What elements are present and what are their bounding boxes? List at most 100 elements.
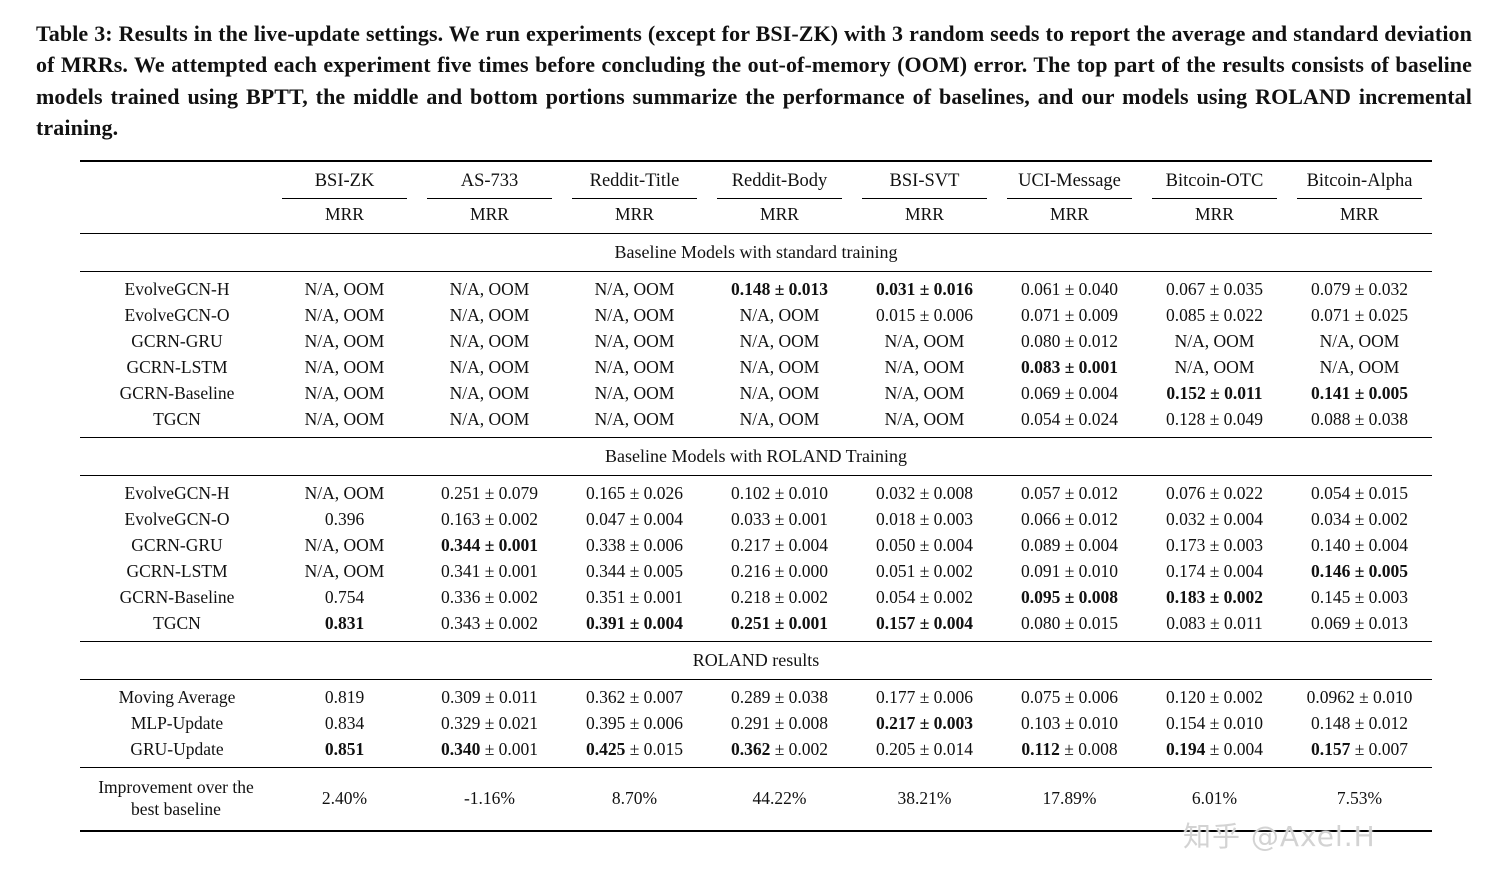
table-row: EvolveGCN-O 0.396 0.163 ± 0.002 0.047 ± 0.0… — [80, 506, 1432, 532]
table-cell: 0.173 ± 0.003 — [1165, 534, 1264, 555]
table-cell: N/A, OOM — [449, 356, 530, 377]
metric-cell-empty — [80, 198, 272, 234]
table-row: GCRN-Baseline 0.754 0.336 ± 0.002 0.351 ± 0… — [80, 584, 1432, 610]
table-cell: 0.069 ± 0.013 — [1310, 612, 1409, 633]
table-cell: 0.015 ± 0.006 — [875, 304, 974, 325]
table-cell: 0.157 ± 0.007 — [1310, 738, 1409, 759]
column-header: UCI-Message — [997, 161, 1142, 199]
metric-header: MRR — [272, 198, 417, 234]
table-cell: 0.344 ± 0.005 — [585, 560, 684, 581]
table-cell: 0.050 ± 0.004 — [875, 534, 974, 555]
table-cell: 0.079 ± 0.032 — [1310, 278, 1409, 299]
table-cell: 0.071 ± 0.009 — [1020, 304, 1119, 325]
row-label: Moving Average — [118, 686, 236, 707]
table-cell: N/A, OOM — [449, 278, 530, 299]
improvement-cell: 44.22% — [707, 766, 852, 831]
results-table: BSI-ZK AS-733 Reddit-Title Reddit-Body BSI-S… — [80, 159, 1432, 832]
table-cell: N/A, OOM — [1319, 356, 1400, 377]
table-cell: 0.089 ± 0.004 — [1020, 534, 1119, 555]
table-cell: 0.091 ± 0.010 — [1020, 560, 1119, 581]
table-row: GCRN-LSTM N/A, OOM N/A, OOM N/A, OOM N/A, OO… — [80, 354, 1432, 380]
table-cell: 0.309 ± 0.011 — [441, 686, 538, 707]
table-cell: N/A, OOM — [884, 382, 965, 403]
table-cell: N/A, OOM — [449, 408, 530, 429]
table-cell: 0.112 ± 0.008 — [1021, 738, 1118, 759]
table-cell: 0.831 — [324, 612, 365, 633]
column-header: BSI-ZK — [272, 161, 417, 199]
table-cell: 0.341 ± 0.001 — [440, 560, 539, 581]
table-cell: 0.141 ± 0.005 — [1310, 382, 1409, 403]
metric-header: MRR — [997, 198, 1142, 234]
column-header: Bitcoin-Alpha — [1287, 161, 1432, 199]
table-cell: 0.851 — [324, 738, 365, 759]
table-cell: 0.032 ± 0.008 — [875, 482, 974, 503]
improvement-label: Improvement over the best baseline — [80, 766, 272, 831]
column-rule — [572, 197, 697, 199]
row-label: EvolveGCN-O — [124, 508, 230, 529]
table-cell: 0.018 ± 0.003 — [875, 508, 974, 529]
table-cell: 0.251 ± 0.079 — [440, 482, 539, 503]
table-cell: 0.343 ± 0.002 — [440, 612, 539, 633]
table-cell: 0.329 ± 0.021 — [440, 712, 539, 733]
improvement-cell: 8.70% — [562, 766, 707, 831]
table-cell: 0.083 ± 0.011 — [1166, 612, 1263, 633]
table-cell: 0.834 — [324, 712, 365, 733]
table-cell: 0.128 ± 0.049 — [1165, 408, 1264, 429]
metric-header: MRR — [1287, 198, 1432, 234]
results-table-wrap: BSI-ZK AS-733 Reddit-Title Reddit-Body BSI-S… — [0, 159, 1510, 832]
row-label: GCRN-LSTM — [126, 356, 228, 377]
metric-header: MRR — [1142, 198, 1287, 234]
table-cell: 0.047 ± 0.004 — [585, 508, 684, 529]
table-cell: 0.075 ± 0.006 — [1020, 686, 1119, 707]
row-label: GRU-Update — [130, 738, 224, 759]
table-cell: 0.054 ± 0.002 — [875, 586, 974, 607]
table-cell: N/A, OOM — [304, 330, 385, 351]
table-row: TGCN N/A, OOM N/A, OOM N/A, OOM N/A, OOM N/A,… — [80, 406, 1432, 437]
column-rule — [427, 197, 552, 199]
table-cell: 0.085 ± 0.022 — [1165, 304, 1264, 325]
row-label: EvolveGCN-H — [124, 278, 230, 299]
table-cell: N/A, OOM — [594, 304, 675, 325]
table-row: GCRN-Baseline N/A, OOM N/A, OOM N/A, OOM N/A… — [80, 380, 1432, 406]
table-cell: 0.395 ± 0.006 — [585, 712, 684, 733]
table-cell: N/A, OOM — [449, 330, 530, 351]
table-cell: 0.067 ± 0.035 — [1165, 278, 1264, 299]
row-label: GCRN-LSTM — [126, 560, 228, 581]
table-cell: 0.152 ± 0.011 — [1166, 382, 1263, 403]
table-row: GCRN-GRU N/A, OOM N/A, OOM N/A, OOM N/A, OOM… — [80, 328, 1432, 354]
row-label: MLP-Update — [130, 712, 224, 733]
table-cell: 0.103 ± 0.010 — [1020, 712, 1119, 733]
table-cell: 0.396 — [324, 508, 365, 529]
table-cell: 0.061 ± 0.040 — [1020, 278, 1119, 299]
table-row: GCRN-LSTM N/A, OOM 0.341 ± 0.001 0.344 ± 0.… — [80, 558, 1432, 584]
table-cell: 0.183 ± 0.002 — [1165, 586, 1264, 607]
header-row-metric: MRR MRR MRR MRR MRR MRR MRR MRR — [80, 198, 1432, 234]
table-cell: N/A, OOM — [594, 330, 675, 351]
table-cell: 0.066 ± 0.012 — [1020, 508, 1119, 529]
table-row: Moving Average 0.819 0.309 ± 0.011 0.362 ± … — [80, 679, 1432, 710]
table-cell: N/A, OOM — [304, 560, 385, 581]
table-cell: 0.102 ± 0.010 — [730, 482, 829, 503]
table-cell: N/A, OOM — [1319, 330, 1400, 351]
column-rule — [1297, 197, 1422, 199]
table-cell: N/A, OOM — [304, 278, 385, 299]
table-cell: 0.095 ± 0.008 — [1020, 586, 1119, 607]
table-row: TGCN 0.831 0.343 ± 0.002 0.391 ± 0.004 0.251… — [80, 610, 1432, 641]
section-title: ROLAND results — [80, 640, 1432, 680]
table-cell: 0.362 ± 0.007 — [585, 686, 684, 707]
table-cell: 0.157 ± 0.004 — [875, 612, 974, 633]
table-cell: 0.351 ± 0.001 — [585, 586, 684, 607]
table-cell: 0.069 ± 0.004 — [1020, 382, 1119, 403]
table-cell: 0.145 ± 0.003 — [1310, 586, 1409, 607]
header-cell-empty — [80, 161, 272, 199]
improvement-cell: 17.89% — [997, 766, 1142, 831]
table-cell: 0.216 ± 0.000 — [730, 560, 829, 581]
table-cell: 0.033 ± 0.001 — [730, 508, 829, 529]
table-cell: 0.034 ± 0.002 — [1310, 508, 1409, 529]
table-cell: N/A, OOM — [739, 382, 820, 403]
table-cell: 0.289 ± 0.038 — [730, 686, 829, 707]
table-cell: 0.088 ± 0.038 — [1310, 408, 1409, 429]
table-row: EvolveGCN-O N/A, OOM N/A, OOM N/A, OOM N/A, … — [80, 302, 1432, 328]
table-cell: 0.217 ± 0.004 — [730, 534, 829, 555]
table-cell: 0.338 ± 0.006 — [585, 534, 684, 555]
